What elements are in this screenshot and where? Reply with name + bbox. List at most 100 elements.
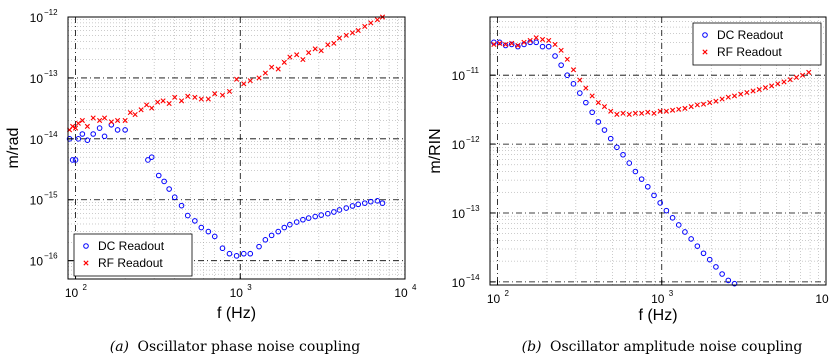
rf-readout-point (645, 109, 651, 115)
y-tick-exponent: −11 (466, 66, 480, 75)
y-tick-label: 10 (30, 72, 44, 86)
rf-readout-point (793, 74, 799, 80)
rf-readout-point (509, 40, 515, 46)
dc-readout-point (558, 62, 564, 68)
dc-readout-point (663, 207, 670, 214)
legend-label-dc: DC Readout (717, 28, 784, 42)
caption-letter: (a) (110, 339, 129, 355)
rf-readout-point (300, 56, 306, 63)
dc-readout-point (155, 172, 162, 179)
rf-readout-point (713, 98, 719, 104)
rf-readout-point (269, 64, 275, 70)
dc-readout-point (312, 213, 318, 220)
rf-readout-point (546, 37, 552, 44)
dc-readout-point (305, 215, 312, 221)
rf-readout-point (799, 72, 806, 78)
rf-readout-point (149, 105, 155, 111)
rf-readout-point (781, 79, 787, 85)
rf-readout-point (657, 108, 663, 114)
rf-readout-point (775, 81, 781, 87)
rf-readout-point (539, 36, 546, 43)
rf-readout-point (362, 23, 368, 30)
rf-readout-point (676, 106, 682, 112)
dc-readout-point (325, 210, 331, 217)
dc-readout-point (84, 137, 91, 143)
legend-label-rf: RF Readout (717, 45, 782, 59)
rf-readout-point (275, 66, 281, 72)
legend-marker-symbol (83, 243, 89, 249)
y-tick-label: 10 (30, 133, 44, 147)
rf-readout-point (262, 70, 268, 76)
x-axis-label: f (Hz) (217, 305, 256, 322)
rf-readout-point (589, 93, 595, 99)
rf-readout-point (79, 117, 85, 124)
rf-readout-point (533, 35, 539, 41)
dc-readout-point (713, 264, 719, 270)
data-markers (66, 14, 386, 259)
dc-readout-point (233, 253, 240, 259)
x-tick-label: 10 (651, 292, 665, 306)
rf-readout-point (762, 85, 769, 91)
rf-readout-point (558, 47, 564, 53)
y-tick-label: 10 (30, 255, 44, 269)
rf-readout-point (212, 91, 218, 97)
rf-readout-point (287, 54, 293, 60)
y-tick-exponent: −12 (466, 135, 480, 144)
rf-readout-point (226, 88, 233, 95)
plot-frame (489, 16, 827, 286)
rf-readout-point (368, 20, 374, 26)
dc-readout-point (226, 250, 233, 257)
y-tick-exponent: −14 (466, 273, 480, 282)
rf-readout-point (178, 98, 185, 104)
rf-readout-point (577, 77, 583, 83)
rf-readout-point (663, 108, 669, 114)
dc-readout-point (368, 198, 374, 205)
dc-readout-point (114, 127, 121, 133)
dc-readout-point (219, 245, 226, 252)
rf-readout-point (234, 76, 240, 82)
dc-readout-point (343, 205, 350, 211)
rf-readout-point (806, 69, 812, 75)
rf-readout-point (132, 112, 138, 118)
rf-readout-point (192, 94, 198, 100)
rf-readout-point (101, 115, 108, 121)
caption: (b) Oscillator amplitude noise coupling (522, 339, 803, 355)
x-tick-exponent: 2 (83, 283, 88, 292)
dc-readout-point (620, 151, 626, 158)
y-tick-exponent: −12 (44, 8, 58, 17)
dc-readout-point (638, 176, 645, 182)
dc-readout-point (719, 271, 725, 277)
y-tick-label: 10 (30, 11, 44, 25)
rf-readout-point (331, 40, 337, 46)
y-tick-label: 10 (452, 138, 466, 152)
legend-marker-symbol (702, 49, 708, 55)
rf-readout-point (564, 56, 570, 62)
rf-readout-point (552, 41, 558, 47)
rf-readout-point (108, 119, 114, 125)
dc-readout-point (589, 109, 595, 116)
rf-readout-point (738, 91, 744, 97)
rf-readout-point (75, 120, 81, 126)
rf-readout-point (756, 86, 762, 93)
rf-readout-point (205, 96, 211, 102)
rf-readout-point (70, 123, 76, 129)
rf-readout-point (491, 41, 497, 47)
x-tick-exponent: 2 (505, 289, 510, 298)
dc-readout-point (725, 277, 732, 284)
rf-readout-point (601, 104, 608, 110)
rf-readout-point (651, 110, 657, 116)
x-tick-label: 10 (65, 286, 79, 300)
legend-marker-dc (702, 32, 708, 38)
rf-readout-point (583, 85, 589, 91)
y-axis-label: m/rad (5, 128, 22, 169)
dc-readout-point (268, 232, 275, 239)
dc-readout-point (374, 198, 381, 204)
dc-readout-point (577, 90, 583, 96)
dc-readout-point (607, 135, 614, 142)
legend-marker-rf (702, 49, 708, 55)
dc-readout-point (570, 81, 577, 87)
y-tick-exponent: −16 (44, 252, 58, 261)
dc-readout-point (361, 200, 368, 206)
dc-readout-point (336, 207, 343, 213)
